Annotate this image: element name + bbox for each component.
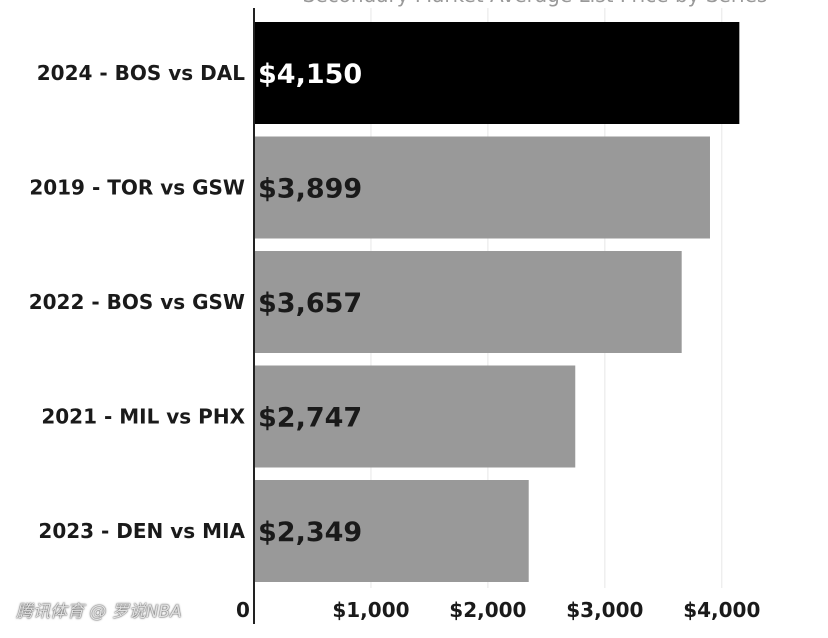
bar xyxy=(254,251,682,353)
bar xyxy=(254,136,710,239)
category-label: 2021 - MIL vs PHX xyxy=(41,405,245,429)
category-label: 2023 - DEN vs MIA xyxy=(38,519,245,543)
bar xyxy=(254,480,529,582)
x-tick-label: $2,000 xyxy=(449,598,526,622)
category-label: 2019 - TOR vs GSW xyxy=(29,176,245,200)
chart-title: Secondary Market Average List Price by S… xyxy=(303,0,768,7)
data-label: $2,349 xyxy=(258,517,362,548)
data-label: $3,899 xyxy=(258,174,362,205)
x-tick-label: $4,000 xyxy=(683,598,760,622)
watermark: 腾讯体育 @ 罗说NBA xyxy=(16,602,182,622)
x-tick-label: 0 xyxy=(236,598,250,622)
data-label: $3,657 xyxy=(258,288,362,319)
data-label: $4,150 xyxy=(258,59,362,90)
x-tick-label: $3,000 xyxy=(566,598,643,622)
x-tick-label: $1,000 xyxy=(332,598,409,622)
bar xyxy=(254,365,576,468)
category-label: 2024 - BOS vs DAL xyxy=(37,61,245,85)
category-label: 2022 - BOS vs GSW xyxy=(29,290,245,314)
data-label: $2,747 xyxy=(258,403,362,434)
bar xyxy=(254,22,740,124)
